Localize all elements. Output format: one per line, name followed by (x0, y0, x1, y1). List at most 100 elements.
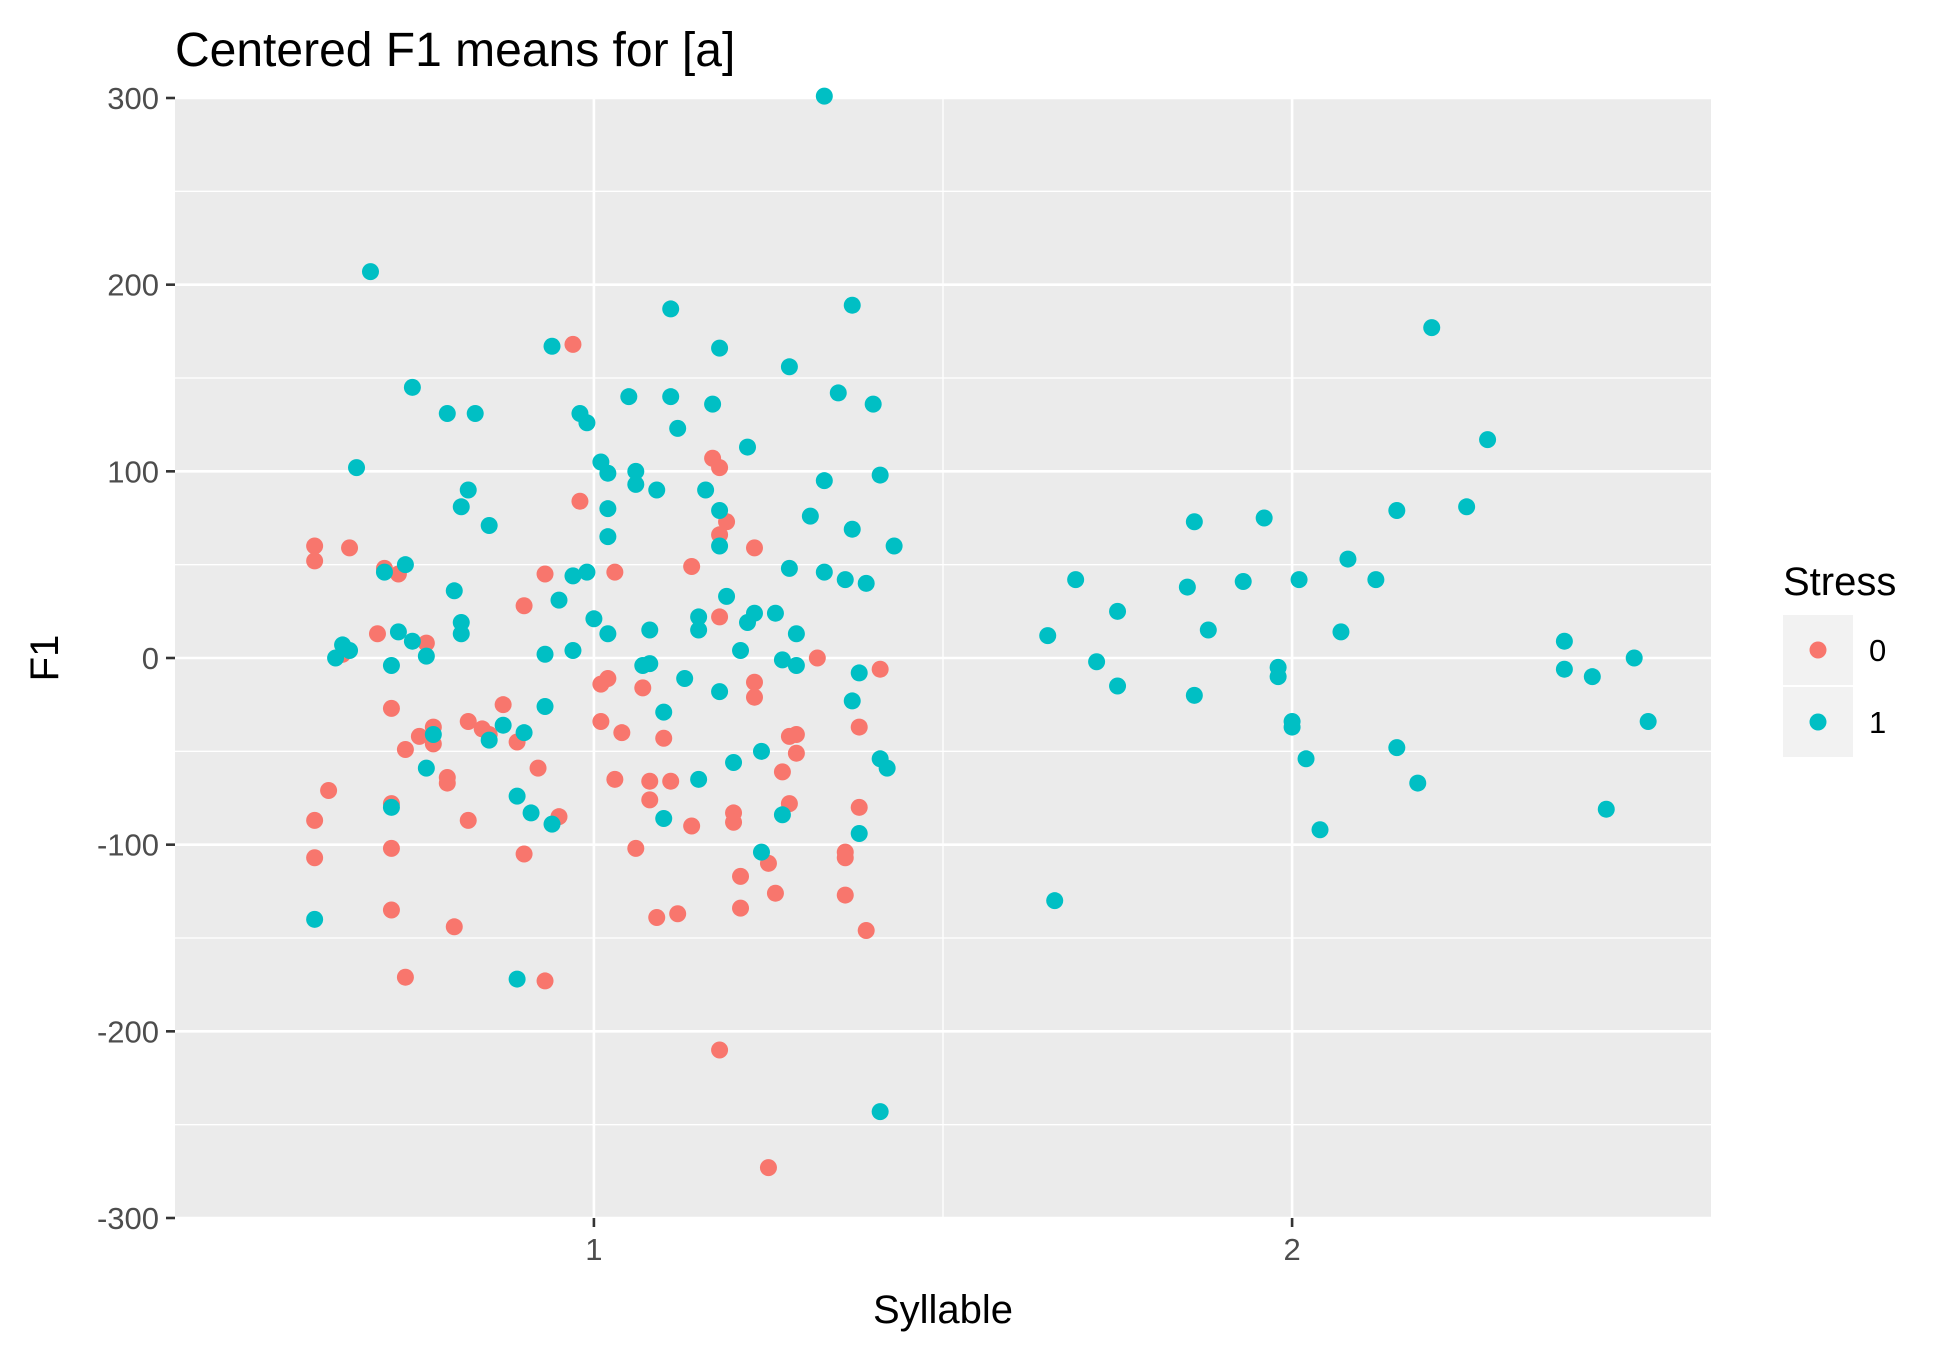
data-point-stress-1 (459, 481, 477, 499)
data-point-stress-1 (815, 87, 833, 105)
data-point-stress-0 (417, 634, 435, 652)
data-point-stress-1 (711, 683, 729, 701)
data-point-stress-1 (375, 563, 393, 581)
data-point-stress-0 (396, 740, 414, 758)
data-point-stress-0 (857, 922, 875, 940)
data-point-stress-1 (718, 587, 736, 605)
data-point-stress-0 (759, 1159, 777, 1177)
data-point-stress-1 (1046, 892, 1064, 910)
data-point-stress-1 (1458, 498, 1476, 516)
data-point-stress-1 (389, 623, 407, 641)
data-point-stress-1 (773, 806, 791, 824)
data-point-stress-1 (641, 655, 659, 673)
data-point-stress-0 (536, 565, 554, 583)
data-point-stress-1 (676, 670, 694, 688)
data-point-stress-1 (1388, 739, 1406, 757)
data-point-stress-0 (627, 839, 645, 857)
data-point-stress-0 (494, 696, 512, 714)
y-tick-label: -300 (97, 1201, 159, 1236)
data-point-stress-1 (452, 498, 470, 516)
data-point-stress-1 (348, 459, 366, 477)
y-tick-label: 0 (142, 641, 159, 676)
data-point-stress-1 (1555, 660, 1573, 678)
data-point-stress-1 (871, 1103, 889, 1121)
data-point-stress-0 (459, 712, 477, 730)
legend-title: Stress (1783, 560, 1896, 604)
data-point-stress-1 (445, 582, 463, 600)
data-point-stress-1 (780, 358, 798, 376)
data-point-stress-0 (564, 335, 582, 353)
data-point-stress-1 (341, 642, 359, 660)
data-point-stress-0 (711, 459, 729, 477)
data-point-stress-1 (857, 574, 875, 592)
data-point-stress-0 (382, 839, 400, 857)
data-point-stress-1 (773, 651, 791, 669)
data-point-stress-1 (1067, 571, 1085, 589)
data-point-stress-0 (773, 763, 791, 781)
data-point-stress-1 (815, 472, 833, 490)
data-point-stress-0 (725, 813, 743, 831)
data-point-stress-1 (1409, 774, 1427, 792)
y-axis: -300 -200 -100 0 100 200 300 (97, 81, 175, 1236)
data-point-stress-0 (836, 886, 854, 904)
data-point-stress-1 (752, 843, 770, 861)
data-point-stress-1 (522, 804, 540, 822)
data-point-stress-1 (662, 388, 680, 406)
data-point-stress-1 (466, 404, 484, 422)
data-point-stress-1 (536, 645, 554, 663)
data-point-stress-1 (1555, 632, 1573, 650)
data-point-stress-1 (655, 703, 673, 721)
data-point-stress-0 (459, 811, 477, 829)
data-point-stress-1 (878, 759, 896, 777)
data-point-stress-1 (1297, 750, 1315, 768)
y-tick-label: 200 (107, 268, 159, 303)
data-point-stress-0 (850, 718, 868, 736)
data-point-stress-1 (1283, 718, 1301, 736)
data-point-stress-1 (403, 632, 421, 650)
data-point-stress-1 (1269, 668, 1287, 686)
data-point-stress-0 (306, 552, 324, 570)
y-tick-label: 300 (107, 81, 159, 116)
data-point-stress-1 (725, 754, 743, 772)
data-point-stress-0 (382, 901, 400, 919)
data-point-stress-1 (704, 395, 722, 413)
data-point-stress-1 (494, 716, 512, 734)
data-point-stress-0 (683, 558, 701, 576)
data-point-stress-1 (424, 726, 442, 744)
data-point-stress-1 (620, 388, 638, 406)
data-point-stress-1 (843, 520, 861, 538)
data-point-stress-0 (599, 670, 617, 688)
data-point-stress-1 (1109, 677, 1127, 695)
data-point-stress-0 (641, 772, 659, 790)
data-point-stress-1 (745, 604, 763, 622)
data-point-stress-1 (1199, 621, 1217, 639)
data-point-stress-0 (341, 539, 359, 557)
data-point-stress-0 (438, 774, 456, 792)
data-point-stress-1 (711, 537, 729, 555)
data-point-stress-1 (417, 759, 435, 777)
data-point-stress-1 (669, 419, 687, 437)
data-point-stress-1 (599, 500, 617, 518)
data-point-stress-1 (578, 414, 596, 432)
data-point-stress-0 (382, 699, 400, 717)
data-point-stress-0 (606, 770, 624, 788)
data-point-stress-0 (787, 744, 805, 762)
data-point-stress-0 (766, 884, 784, 902)
data-point-stress-1 (1255, 509, 1273, 527)
data-point-stress-1 (599, 528, 617, 546)
data-point-stress-1 (543, 815, 561, 833)
data-point-stress-1 (648, 481, 666, 499)
data-point-stress-1 (711, 502, 729, 520)
data-point-stress-0 (515, 597, 533, 615)
data-point-stress-1 (515, 724, 533, 742)
data-point-stress-1 (801, 507, 819, 525)
data-point-stress-0 (410, 727, 428, 745)
data-point-stress-0 (836, 849, 854, 867)
data-point-stress-1 (843, 692, 861, 710)
data-point-stress-0 (648, 908, 666, 926)
data-point-stress-1 (508, 787, 526, 805)
data-point-stress-1 (1109, 602, 1127, 620)
data-point-stress-0 (571, 492, 589, 510)
data-point-stress-1 (1639, 712, 1657, 730)
